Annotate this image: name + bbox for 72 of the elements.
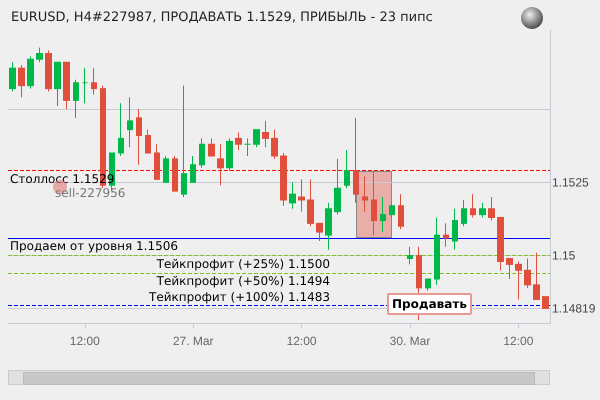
- candlestick: [63, 62, 70, 110]
- y-tick-label: 1.15: [552, 248, 576, 263]
- candlestick: [172, 155, 178, 192]
- candlestick: [163, 155, 169, 183]
- candlestick: [533, 252, 540, 300]
- candlestick: [307, 178, 314, 227]
- candlestick: [298, 178, 305, 212]
- candlestick: [181, 85, 187, 198]
- candlestick: [244, 138, 251, 156]
- annotation: sell-227956: [55, 186, 126, 200]
- candlestick: [434, 217, 440, 286]
- annotation: Продавать: [387, 293, 472, 315]
- candlestick: [253, 129, 260, 148]
- y-tick-label: 1.1525: [552, 175, 590, 190]
- candlestick: [271, 129, 278, 160]
- candlestick: [127, 96, 133, 148]
- candlestick: [425, 278, 431, 292]
- candlestick: [27, 56, 34, 90]
- candlestick: [443, 222, 449, 248]
- candlestick: [325, 202, 332, 250]
- candlestick: [280, 152, 287, 206]
- candlestick: [380, 196, 386, 233]
- candlestick: [334, 158, 341, 216]
- ref-line-label: Тейкпрофит (+100%) 1.1483: [149, 290, 330, 304]
- candlestick: [136, 108, 142, 166]
- candlestick: [470, 194, 476, 218]
- candlestick: [190, 155, 196, 183]
- candlestick: [118, 102, 124, 156]
- candlestick: [226, 138, 233, 172]
- candlestick: [45, 50, 52, 92]
- chart-title: EURUSD, H4#227987, ПРОДАВАТЬ 1.1529, ПРИБЫЛЬ - 23 пипс: [11, 10, 433, 25]
- candlestick: [353, 117, 359, 204]
- candlestick: [316, 222, 323, 242]
- candlestick: [54, 62, 61, 107]
- y-tick-label: 1.14819: [552, 302, 596, 316]
- candlestick: [262, 120, 269, 148]
- candlestick: [452, 208, 458, 250]
- candlestick: [398, 194, 404, 230]
- candlestick: [217, 144, 224, 186]
- candlestick: [145, 129, 151, 154]
- candlestick: [344, 150, 350, 189]
- candlestick: [9, 62, 16, 92]
- x-tick-label: 27. Mar: [172, 334, 214, 348]
- x-tick-label: 30. Mar: [390, 334, 430, 348]
- candlestick: [371, 170, 377, 236]
- candlestick: [515, 260, 522, 300]
- candlestick: [362, 176, 368, 212]
- candlestick: [479, 202, 486, 218]
- ref-line-label: Тейкпрофит (+50%) 1.1494: [156, 274, 330, 288]
- candlestick: [208, 138, 215, 156]
- ref-line-label: Продаем от уровня 1.1506: [10, 239, 178, 254]
- candlestick: [524, 258, 531, 288]
- candlestick: [506, 258, 513, 280]
- candlestick: [18, 64, 25, 98]
- candlestick: [91, 68, 97, 95]
- candlestick: [235, 132, 242, 151]
- candlestick: [36, 47, 43, 63]
- candlestick: [407, 246, 413, 265]
- candlestick: [497, 217, 504, 271]
- x-tick-label: 12:00: [503, 334, 534, 348]
- candlestick: [389, 202, 395, 218]
- candlestick: [82, 68, 88, 104]
- candlestick: [461, 199, 467, 227]
- x-tick-label: 12:00: [286, 334, 317, 348]
- candlestick: [542, 296, 549, 309]
- candlestick: [73, 79, 79, 118]
- x-tick-label: 12:00: [70, 334, 100, 348]
- ref-line-label: Тейкпрофит (+25%) 1.1500: [156, 256, 330, 271]
- candlestick: [154, 144, 160, 180]
- candlestick: [289, 182, 296, 210]
- candlestick: [199, 138, 205, 168]
- candlestick: [488, 196, 495, 221]
